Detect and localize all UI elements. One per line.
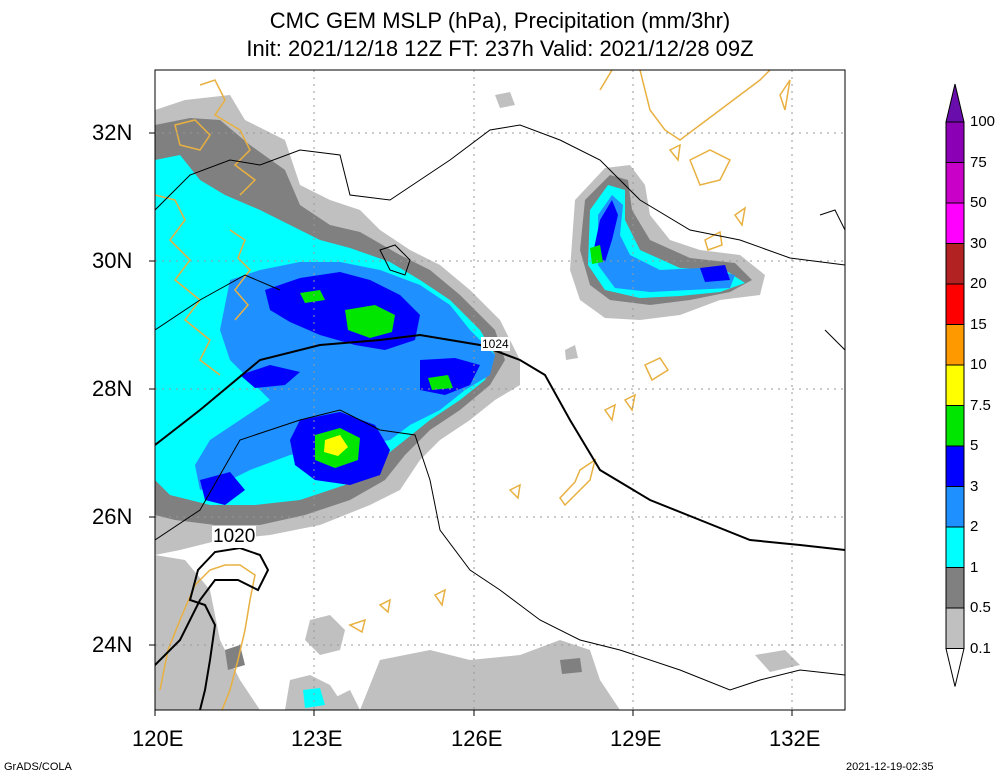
colorbar-swatch <box>945 526 965 568</box>
colorbar-swatch <box>945 364 965 406</box>
colorbar-swatch <box>945 486 965 528</box>
lat-label-32n: 32N <box>92 120 133 145</box>
colorbar-swatch <box>945 202 965 244</box>
lat-label-26n: 26N <box>92 504 133 529</box>
colorbar-swatch <box>945 283 965 325</box>
lon-label-126e: 126E <box>451 726 503 751</box>
lon-label-129e: 129E <box>610 726 662 751</box>
colorbar-swatch <box>945 243 965 285</box>
lat-lon-grid <box>155 70 845 710</box>
lat-label-28n: 28N <box>92 376 133 401</box>
axis-ticks <box>149 132 793 716</box>
isobar-label-1024: 1024 <box>481 337 510 351</box>
colorbar-label: 30 <box>970 234 987 252</box>
colorbar-label: 75 <box>970 153 987 171</box>
colorbar-swatch <box>945 162 965 204</box>
colorbar-swatch <box>945 121 965 163</box>
lat-label-30n: 30N <box>92 248 133 273</box>
colorbar-label: 7.5 <box>970 396 991 414</box>
lat-label-24n: 24N <box>92 632 133 657</box>
map-title-line2: Init: 2021/12/18 12Z FT: 237h Valid: 202… <box>246 36 754 61</box>
colorbar-label: 15 <box>970 315 987 333</box>
lon-label-120e: 120E <box>132 726 184 751</box>
lon-label-123e: 123E <box>291 726 343 751</box>
precip-colorbar <box>945 83 965 687</box>
colorbar-swatch <box>945 607 965 649</box>
colorbar-label: 100 <box>970 113 996 130</box>
isobars-thin <box>155 124 845 691</box>
colorbar-label: 5 <box>970 437 979 454</box>
plot-frame <box>154 69 846 711</box>
colorbar-label: 1 <box>970 558 979 576</box>
isobar-label-1020: 1020 <box>212 526 257 548</box>
colorbar-label: 2 <box>970 518 979 535</box>
colorbar-swatch <box>945 405 965 447</box>
colorbar-label: 0.5 <box>970 599 991 616</box>
precip-2-shading <box>195 195 735 490</box>
colorbar-swatch <box>945 445 965 487</box>
footer-software: GrADS/COLA <box>4 761 72 773</box>
colorbar-top-arrow <box>945 83 965 123</box>
colorbar-swatch <box>945 324 965 366</box>
colorbar-label: 50 <box>970 194 987 211</box>
map-title-line1: CMC GEM MSLP (hPa), Precipitation (mm/3h… <box>269 8 731 33</box>
footer-timestamp: 2021-12-19-02:35 <box>846 761 934 773</box>
colorbar-label: 20 <box>970 275 987 292</box>
colorbar-label: 10 <box>970 356 987 373</box>
map-plot-area <box>155 70 845 710</box>
precip-75-shading <box>324 435 348 456</box>
isobars-thick <box>155 333 845 710</box>
lon-label-132e: 132E <box>769 726 821 751</box>
colorbar-label: 3 <box>970 477 979 495</box>
colorbar-swatch <box>945 567 965 609</box>
colorbar-bottom-arrow <box>945 648 965 687</box>
colorbar-label: 0.1 <box>970 639 991 657</box>
